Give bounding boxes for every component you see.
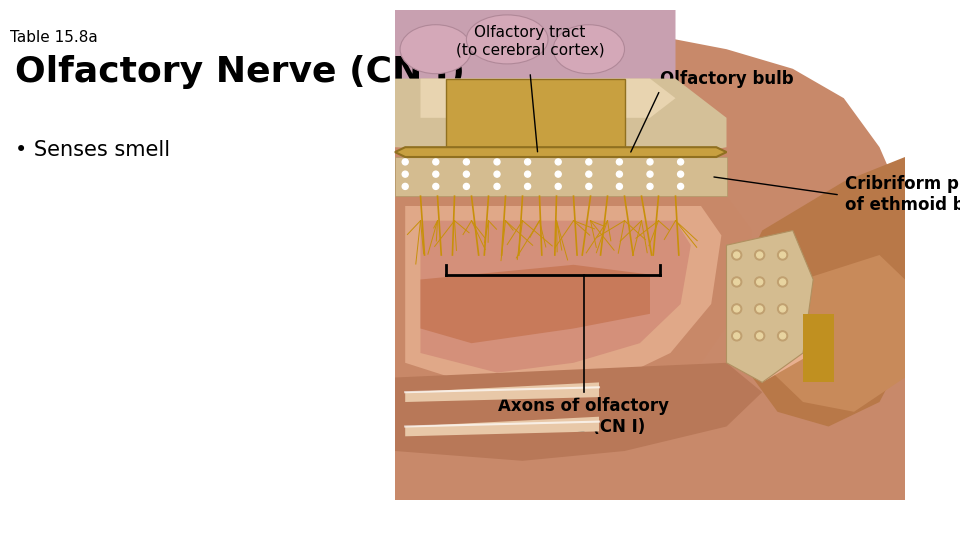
Circle shape [586, 171, 591, 177]
Circle shape [756, 333, 762, 339]
Polygon shape [420, 79, 676, 118]
Circle shape [464, 159, 469, 165]
Circle shape [616, 171, 622, 177]
Circle shape [464, 171, 469, 177]
Circle shape [524, 184, 531, 190]
Ellipse shape [553, 25, 625, 73]
Circle shape [756, 252, 762, 258]
Polygon shape [446, 79, 625, 147]
Circle shape [494, 171, 500, 177]
Polygon shape [803, 314, 833, 382]
Polygon shape [405, 417, 599, 436]
Ellipse shape [400, 25, 471, 73]
Circle shape [780, 333, 785, 339]
Text: • Senses smell: • Senses smell [15, 140, 170, 160]
Polygon shape [420, 265, 650, 343]
Circle shape [733, 333, 740, 339]
Circle shape [756, 306, 762, 312]
Circle shape [733, 279, 740, 285]
Circle shape [732, 331, 742, 341]
Text: Axons of olfactory
nerves (CN I): Axons of olfactory nerves (CN I) [498, 397, 669, 436]
Circle shape [647, 184, 653, 190]
Circle shape [433, 159, 439, 165]
Circle shape [678, 184, 684, 190]
Polygon shape [395, 196, 752, 412]
Polygon shape [727, 157, 905, 427]
Polygon shape [420, 221, 691, 373]
Circle shape [755, 304, 765, 314]
Circle shape [586, 159, 591, 165]
Text: Olfactory bulb: Olfactory bulb [660, 70, 794, 88]
Circle shape [778, 331, 787, 341]
Text: Cribriform plate
of ethmoid bone: Cribriform plate of ethmoid bone [845, 175, 960, 214]
Circle shape [494, 184, 500, 190]
Circle shape [755, 331, 765, 341]
Circle shape [755, 277, 765, 287]
Circle shape [780, 306, 785, 312]
Polygon shape [395, 363, 762, 461]
Circle shape [755, 250, 765, 260]
Polygon shape [395, 79, 727, 157]
Circle shape [464, 184, 469, 190]
Circle shape [647, 159, 653, 165]
Polygon shape [395, 157, 727, 196]
Polygon shape [762, 255, 905, 412]
Polygon shape [395, 30, 905, 500]
Circle shape [433, 171, 439, 177]
Circle shape [732, 304, 742, 314]
Circle shape [647, 171, 653, 177]
Circle shape [778, 250, 787, 260]
Circle shape [616, 159, 622, 165]
Circle shape [678, 159, 684, 165]
Polygon shape [395, 10, 676, 147]
Circle shape [586, 184, 591, 190]
Circle shape [733, 252, 740, 258]
Circle shape [433, 184, 439, 190]
Circle shape [524, 159, 531, 165]
Circle shape [555, 159, 562, 165]
Circle shape [778, 304, 787, 314]
Ellipse shape [467, 15, 548, 64]
Text: Olfactory Nerve (CN I): Olfactory Nerve (CN I) [15, 55, 465, 89]
Text: Table 15.8a: Table 15.8a [10, 30, 98, 45]
Circle shape [555, 184, 562, 190]
Polygon shape [727, 280, 813, 382]
Circle shape [678, 171, 684, 177]
Polygon shape [405, 382, 599, 402]
Circle shape [756, 279, 762, 285]
Circle shape [732, 250, 742, 260]
Circle shape [733, 306, 740, 312]
Circle shape [402, 184, 408, 190]
Polygon shape [395, 147, 727, 157]
Circle shape [780, 279, 785, 285]
Circle shape [555, 171, 562, 177]
Circle shape [778, 277, 787, 287]
Circle shape [780, 252, 785, 258]
Circle shape [494, 159, 500, 165]
Polygon shape [727, 231, 813, 382]
Polygon shape [405, 206, 721, 392]
Circle shape [402, 159, 408, 165]
Circle shape [616, 184, 622, 190]
Circle shape [524, 171, 531, 177]
Circle shape [732, 277, 742, 287]
Text: Olfactory tract
(to cerebral cortex): Olfactory tract (to cerebral cortex) [456, 25, 604, 57]
Circle shape [402, 171, 408, 177]
